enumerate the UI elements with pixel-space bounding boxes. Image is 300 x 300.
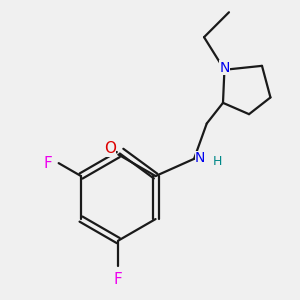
Text: O: O (104, 141, 116, 156)
Text: F: F (43, 156, 52, 171)
Text: N: N (219, 61, 230, 74)
Text: N: N (195, 151, 205, 165)
Text: H: H (213, 154, 223, 168)
Text: F: F (114, 272, 123, 287)
